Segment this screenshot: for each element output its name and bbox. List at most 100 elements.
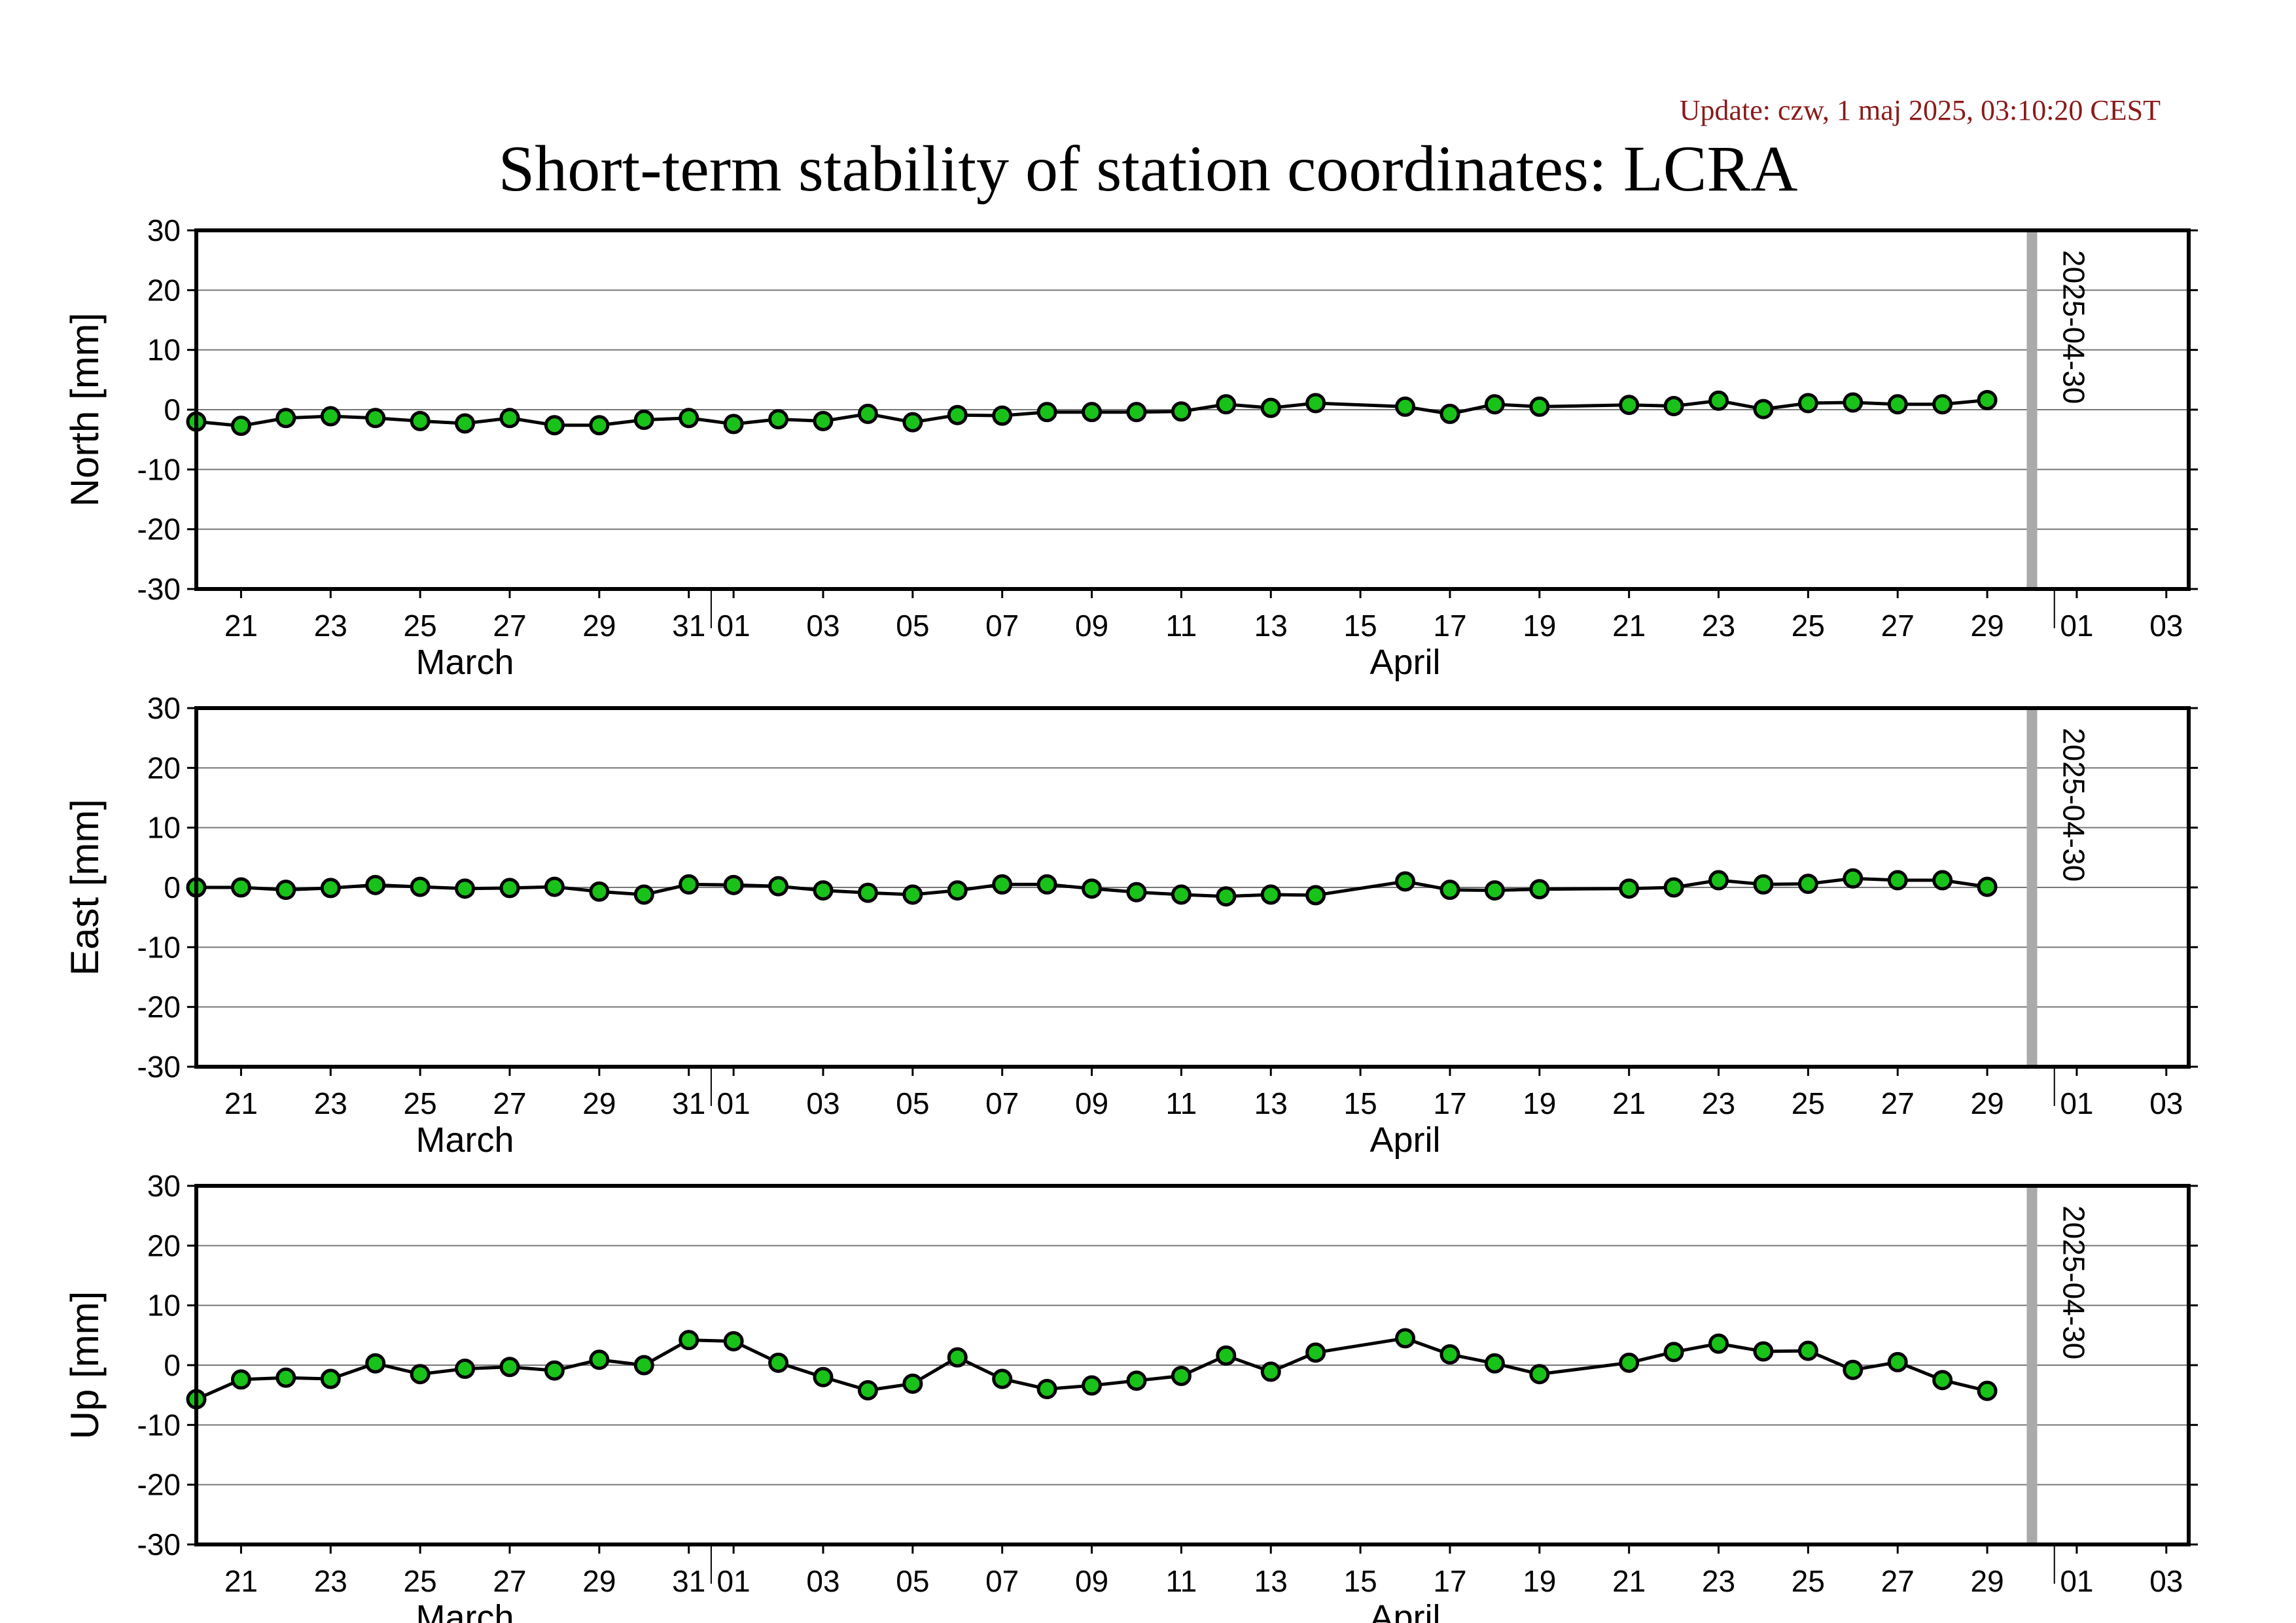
data-point xyxy=(1036,874,1057,895)
y-tick-label: 20 xyxy=(147,273,181,307)
data-point xyxy=(1529,1364,1550,1385)
x-tick-label: 21 xyxy=(1612,1564,1646,1598)
data-point xyxy=(365,1353,386,1374)
x-tick-label: 23 xyxy=(314,1086,347,1120)
y-tick-label: -30 xyxy=(137,572,181,606)
y-tick-label: -10 xyxy=(137,930,181,964)
plot-frame xyxy=(194,1184,2191,1546)
panel-2: 30 20 10 0 -10 -20 -30 East [mm] 21 23 25 27 29 31 01 0… xyxy=(63,691,2198,1160)
x-tick-label: 03 xyxy=(806,609,839,643)
x-tick-label: 01 xyxy=(717,1086,751,1120)
data-point xyxy=(768,876,789,897)
data-point xyxy=(1395,396,1416,417)
data-point xyxy=(1753,399,1774,419)
data-point xyxy=(1484,1353,1505,1374)
data-point xyxy=(813,410,834,431)
data-point xyxy=(1439,880,1460,901)
data-point xyxy=(1260,1361,1281,1382)
data-point xyxy=(1082,878,1103,899)
x-tick-label: 23 xyxy=(1702,1564,1735,1598)
data-point xyxy=(365,874,386,895)
data-point xyxy=(1395,871,1416,892)
data-point xyxy=(230,416,251,437)
data-point xyxy=(320,878,341,899)
data-point xyxy=(1126,882,1147,902)
data-point xyxy=(1216,886,1237,907)
x-month-label: March xyxy=(416,1120,514,1160)
x-tick-label: 21 xyxy=(1612,609,1646,643)
data-point xyxy=(679,1330,699,1351)
data-point xyxy=(1708,390,1729,411)
chart-title: Short-term stability of station coordina… xyxy=(498,132,1798,205)
data-point xyxy=(455,878,476,899)
data-point xyxy=(499,1357,520,1378)
x-tick-label: 01 xyxy=(2060,1086,2093,1120)
data-point xyxy=(1797,1340,1818,1361)
y-tick-label: 10 xyxy=(147,1289,181,1323)
data-point xyxy=(723,1330,744,1351)
data-point xyxy=(1708,870,1729,891)
data-point xyxy=(768,1352,789,1373)
data-point xyxy=(1843,392,1863,413)
data-point xyxy=(410,1364,431,1385)
data-point xyxy=(813,880,834,901)
data-point xyxy=(1171,1365,1192,1386)
y-tick-label: 0 xyxy=(164,870,181,904)
x-tick-label: 07 xyxy=(985,609,1019,643)
plot-frame xyxy=(194,706,2191,1069)
y-axis-label: East [mm] xyxy=(63,799,107,976)
data-point xyxy=(857,403,878,424)
data-point xyxy=(1753,1341,1774,1362)
data-point xyxy=(857,1380,878,1400)
x-tick-label: 03 xyxy=(806,1564,839,1598)
x-tick-label: 09 xyxy=(1075,1086,1108,1120)
data-point xyxy=(589,1349,610,1370)
data-point xyxy=(1484,394,1505,415)
data-point xyxy=(1171,401,1192,422)
data-point xyxy=(589,881,610,902)
data-point xyxy=(902,1373,923,1394)
x-tick-label: 13 xyxy=(1254,1086,1288,1120)
x-tick-label: 05 xyxy=(896,1086,929,1120)
data-point xyxy=(1619,1352,1640,1373)
panel-1: 30 20 10 0 -10 -20 -30 North [mm] 21 23 25 27 29 31 01… xyxy=(63,213,2198,682)
data-point xyxy=(410,876,431,897)
x-tick-label: 13 xyxy=(1254,1564,1288,1598)
y-tick-label: 30 xyxy=(147,213,181,247)
x-month-label: April xyxy=(1370,1120,1441,1160)
x-tick-label: 03 xyxy=(2149,1086,2183,1120)
data-point xyxy=(499,408,520,429)
x-tick-label: 01 xyxy=(2060,1564,2093,1598)
x-tick-label: 23 xyxy=(314,1564,347,1598)
x-tick-label: 17 xyxy=(1433,609,1466,643)
data-point xyxy=(992,874,1013,895)
x-tick-label: 21 xyxy=(224,609,258,643)
x-tick-label: 21 xyxy=(224,1086,258,1120)
data-point xyxy=(455,413,476,434)
y-tick-label: 30 xyxy=(147,691,181,725)
x-tick-label: 11 xyxy=(1166,1564,1197,1598)
data-point xyxy=(1484,880,1505,901)
data-point xyxy=(1977,876,1998,897)
x-tick-label: 13 xyxy=(1254,609,1288,643)
data-point xyxy=(1305,393,1326,414)
x-tick-label: 25 xyxy=(404,1564,437,1598)
data-point xyxy=(723,414,744,435)
data-point xyxy=(1619,878,1640,899)
data-point xyxy=(813,1366,834,1387)
x-tick-label: 15 xyxy=(1344,1086,1377,1120)
y-tick-label: 10 xyxy=(147,811,181,845)
x-tick-label: 07 xyxy=(985,1086,1019,1120)
x-tick-label: 31 xyxy=(672,1086,705,1120)
x-tick-label: 11 xyxy=(1166,1086,1197,1120)
x-tick-label: 29 xyxy=(582,609,616,643)
data-point xyxy=(365,408,386,429)
data-point xyxy=(633,884,654,905)
data-point xyxy=(1529,396,1550,417)
data-point xyxy=(410,410,431,431)
x-tick-label: 25 xyxy=(1792,609,1825,643)
x-tick-label: 29 xyxy=(1970,1086,2004,1120)
x-tick-label: 05 xyxy=(896,609,929,643)
data-point xyxy=(992,1368,1013,1389)
